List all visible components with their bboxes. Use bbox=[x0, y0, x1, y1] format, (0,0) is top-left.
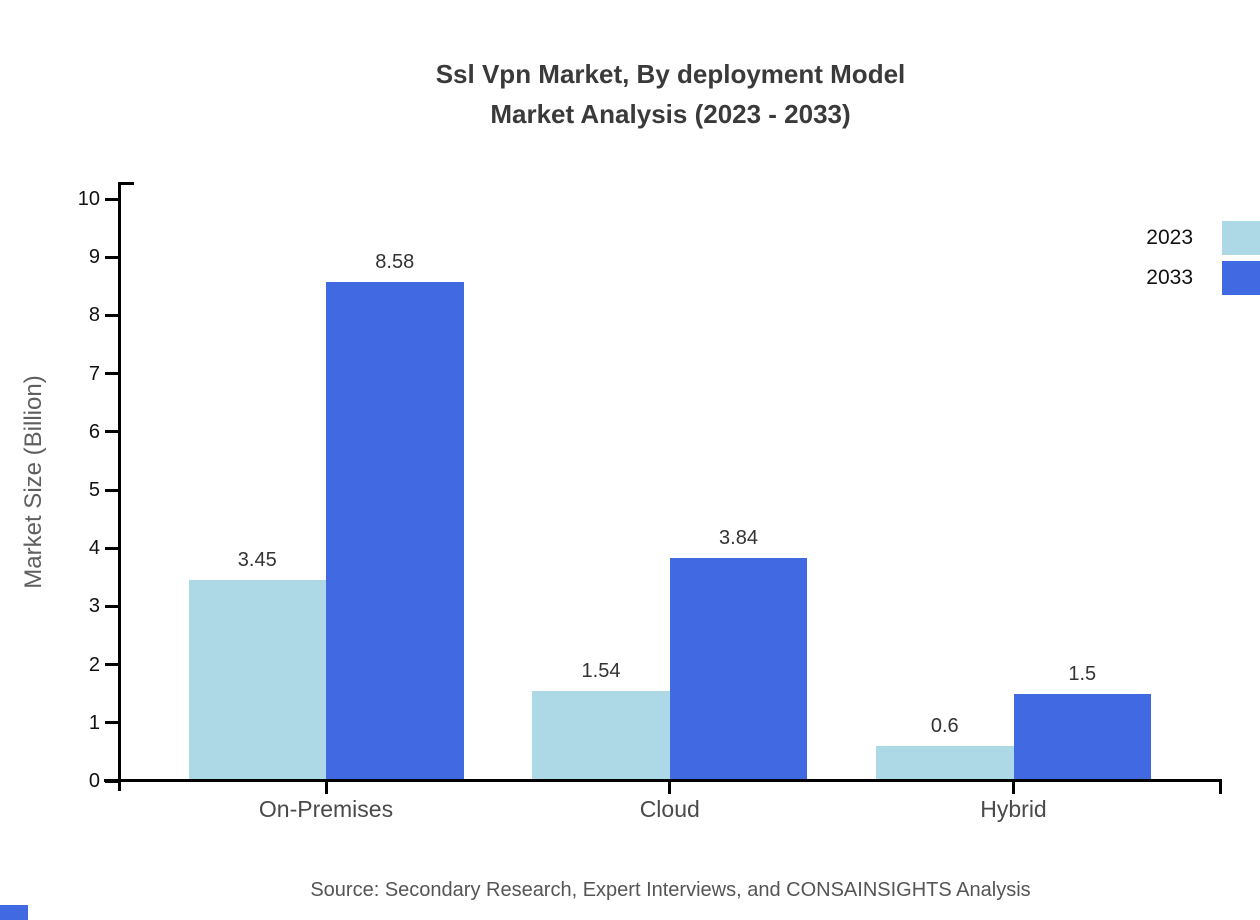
x-category-label: Hybrid bbox=[980, 796, 1047, 822]
y-tick-label: 0 bbox=[88, 770, 100, 792]
x-tick-mark bbox=[324, 781, 328, 794]
bar-value-label: 1.5 bbox=[1068, 662, 1097, 685]
chart-title-line-2: Market Analysis (2023 - 2033) bbox=[490, 99, 851, 129]
x-axis-line bbox=[104, 778, 1222, 782]
legend-item-2033: 2033 bbox=[1146, 261, 1260, 295]
bar-2033-hybrid bbox=[1013, 693, 1151, 781]
bar-value-label: 8.58 bbox=[375, 250, 415, 273]
y-tick-mark bbox=[105, 488, 119, 492]
y-tick-mark bbox=[105, 546, 119, 550]
y-tick-label: 10 bbox=[77, 188, 100, 210]
y-axis-line bbox=[117, 182, 121, 791]
x-tick-mark bbox=[668, 781, 672, 794]
y-tick-label: 4 bbox=[88, 537, 100, 560]
legend-label-2033: 2033 bbox=[1146, 266, 1193, 289]
x-axis-right-cap bbox=[1219, 778, 1222, 794]
bar-2033-on-premises bbox=[326, 281, 464, 781]
bar-value-label: 3.45 bbox=[237, 549, 277, 572]
y-tick-label: 1 bbox=[88, 711, 100, 734]
legend: 2023 2033 bbox=[1146, 221, 1260, 301]
y-tick-mark bbox=[105, 721, 119, 725]
chart-title: Ssl Vpn Market, By deployment Model Mark… bbox=[119, 54, 1222, 134]
bar-2033-cloud bbox=[669, 557, 808, 781]
y-axis-top-cap bbox=[117, 182, 134, 185]
y-tick-mark bbox=[105, 663, 119, 667]
y-tick-mark bbox=[105, 313, 119, 317]
y-tick-label: 9 bbox=[88, 246, 100, 269]
bar-value-label: 0.6 bbox=[930, 715, 959, 738]
bar-2023-hybrid bbox=[876, 746, 1014, 781]
legend-label-2023: 2023 bbox=[1146, 226, 1193, 249]
bar-value-label: 1.54 bbox=[581, 660, 621, 683]
y-tick-label: 7 bbox=[88, 362, 100, 385]
y-tick-label: 8 bbox=[88, 304, 100, 327]
y-tick-label: 6 bbox=[88, 420, 100, 443]
y-tick-label: 5 bbox=[88, 479, 100, 501]
source-text: Source: Secondary Research, Expert Inter… bbox=[310, 879, 1031, 901]
y-tick-mark bbox=[105, 430, 119, 434]
chart-title-line-1: Ssl Vpn Market, By deployment Model bbox=[435, 59, 906, 89]
y-tick-mark bbox=[105, 604, 119, 608]
y-tick-mark bbox=[105, 255, 119, 259]
legend-item-2023: 2023 bbox=[1146, 221, 1260, 255]
x-tick-mark bbox=[1012, 781, 1015, 794]
bar-2023-cloud bbox=[532, 691, 670, 781]
y-tick-mark bbox=[105, 372, 119, 376]
bar-value-label: 3.84 bbox=[719, 526, 758, 549]
y-tick-mark bbox=[105, 197, 119, 201]
brand-corner-square bbox=[0, 905, 28, 920]
y-tick-label: 2 bbox=[88, 653, 100, 676]
y-tick-label: 3 bbox=[88, 595, 100, 618]
x-category-label: Cloud bbox=[639, 796, 700, 822]
legend-swatch-2023 bbox=[1222, 221, 1260, 255]
x-category-label: On-Premises bbox=[258, 796, 394, 822]
bar-2023-on-premises bbox=[188, 580, 326, 781]
legend-swatch-2033 bbox=[1222, 261, 1260, 295]
